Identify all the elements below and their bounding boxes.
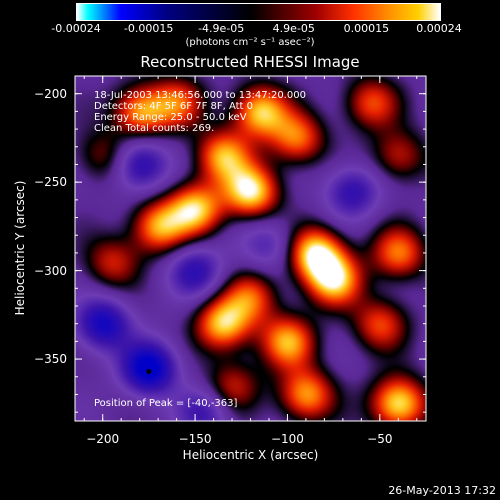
y-tick-label: −350	[34, 352, 67, 367]
info-line-4: Clean Total counts: 269.	[94, 123, 215, 134]
peak-marker	[146, 368, 152, 374]
colorbar-tick-label: -0.00015	[123, 22, 174, 35]
timestamp: 26-May-2013 17:32	[388, 484, 496, 497]
colorbar-tick-label: 0.00015	[343, 22, 390, 35]
peak-position: Position of Peak = [-40,-363]	[94, 398, 238, 409]
info-line-2: Detectors: 4F 5F 6F 7F 8F, Att 0	[94, 101, 254, 112]
colorbar-units: (photons cm⁻² s⁻¹ asec⁻²)	[185, 37, 315, 48]
x-axis-label: Heliocentric X (arcsec)	[182, 448, 319, 462]
y-tick-label: −300	[34, 263, 67, 278]
info-line-3: Energy Range: 25.0 - 50.0 keV	[94, 112, 247, 123]
x-tick-label: −200	[86, 432, 120, 446]
x-tick-label: −150	[178, 432, 212, 446]
colorbar-tick-label: -4.9e-05	[198, 22, 245, 35]
x-tick-label: −50	[367, 432, 393, 446]
x-tick-label: −100	[270, 432, 304, 446]
y-axis-label: Heliocentric Y (arcsec)	[13, 180, 27, 316]
colorbar-tick-label: 0.00024	[416, 22, 462, 35]
colorbar-tick-label: 4.9e-05	[272, 22, 315, 35]
colorbar-tick-label: -0.00024	[51, 22, 101, 35]
chart-title: Reconstructed RHESSI Image	[140, 53, 360, 71]
y-tick-label: −250	[34, 175, 67, 190]
info-line-1: 18-Jul-2003 13:46:56.000 to 13:47:20.000	[94, 90, 306, 101]
y-tick-label: −200	[34, 86, 67, 101]
plot-area	[75, 76, 426, 421]
heatmap-canvas	[75, 76, 426, 421]
colorbar	[76, 3, 441, 21]
